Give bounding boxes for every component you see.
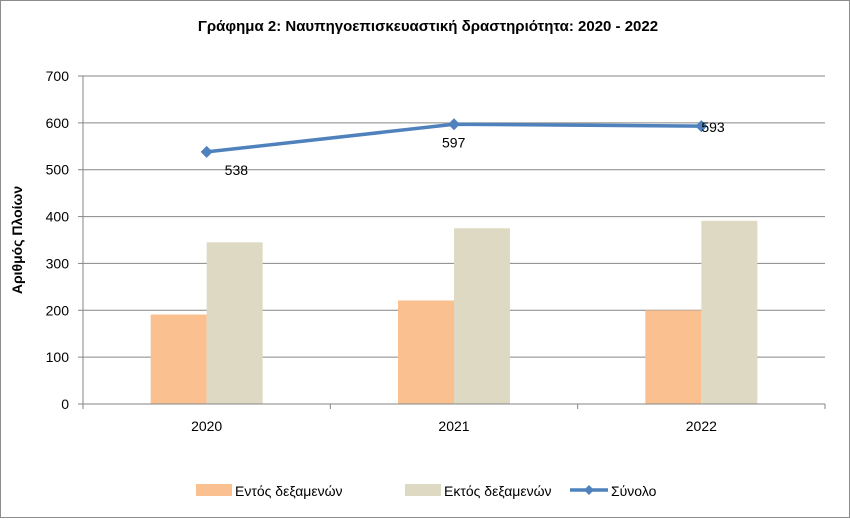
axes	[82, 76, 825, 405]
bar-outside-dock	[206, 242, 263, 404]
bar-inside-dock	[398, 300, 454, 404]
total-data-label: 538	[225, 162, 249, 178]
bar-inside-dock	[645, 310, 702, 404]
bar-inside-dock	[150, 314, 207, 404]
bar-outside-dock	[701, 220, 758, 404]
legend-marker	[584, 485, 594, 495]
x-axis-ticks: 2020 2021 2022	[82, 404, 826, 434]
x-tick-label: 2020	[191, 418, 222, 434]
chart-title: Γράφημα 2: Ναυπηγοεπισκευαστική δραστηρι…	[198, 18, 658, 35]
y-tick-label: 100	[46, 349, 70, 365]
x-tick-label: 2022	[686, 418, 717, 434]
legend-swatch	[405, 484, 441, 496]
total-data-label: 597	[442, 134, 466, 150]
legend: Εντός δεξαμενών Εκτός δεξαμενών Σύνολο	[196, 483, 657, 499]
legend-label: Σύνολο	[611, 483, 657, 499]
total-point-marker	[200, 145, 213, 158]
y-tick-label: 600	[46, 115, 70, 131]
legend-label: Εκτός δεξαμενών	[444, 483, 552, 499]
y-tick-label: 400	[46, 209, 70, 225]
x-tick-label: 2021	[438, 418, 469, 434]
bars	[150, 220, 758, 404]
total-data-label: 593	[701, 119, 725, 135]
total-point-marker	[695, 120, 708, 133]
total-line: 538 597 593	[200, 118, 725, 178]
y-axis-label: Αριθμός Πλοίων	[9, 186, 25, 295]
legend-swatch	[196, 484, 232, 496]
y-axis-ticks: 0 100 200 300 400 500 600 700	[46, 68, 83, 412]
y-tick-label: 300	[46, 255, 70, 271]
y-tick-label: 0	[61, 396, 69, 412]
y-tick-label: 200	[46, 302, 70, 318]
y-tick-label: 500	[46, 162, 70, 178]
bar-outside-dock	[454, 228, 510, 404]
y-tick-label: 700	[46, 68, 70, 84]
total-point-marker	[448, 118, 460, 131]
legend-label: Εντός δεξαμενών	[235, 483, 343, 499]
